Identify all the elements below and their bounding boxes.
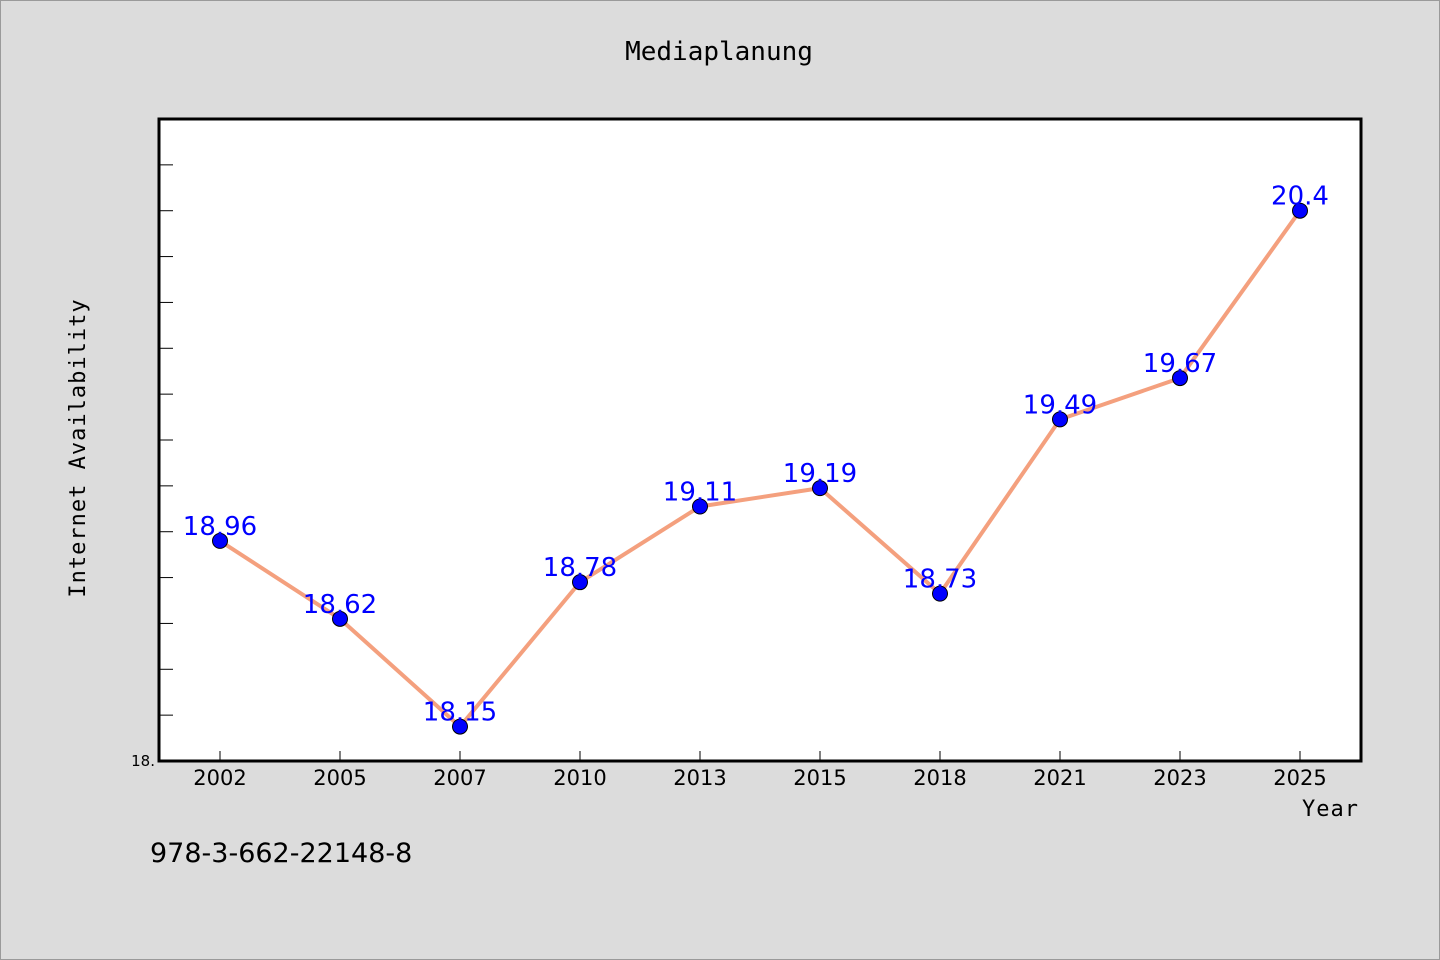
x-tick-label: 2002 <box>193 766 246 790</box>
x-tick-label: 2018 <box>913 766 966 790</box>
y-tick-label: 18. <box>131 752 155 770</box>
data-point <box>812 480 828 497</box>
data-label: 19.11 <box>663 477 737 507</box>
data-point <box>572 574 588 591</box>
data-point <box>1172 370 1188 387</box>
data-label: 19.49 <box>1023 390 1097 420</box>
plot-border <box>157 117 1363 763</box>
data-point <box>932 585 948 602</box>
data-label: 18.78 <box>543 553 617 583</box>
data-labels-layer: 18.96 18.62 18.15 18.78 19.11 19.19 18.73 19.49… <box>183 182 1329 728</box>
data-point <box>332 610 348 627</box>
data-label: 18.62 <box>303 590 377 620</box>
x-tick-label: 2005 <box>313 766 366 790</box>
data-label: 19.19 <box>783 459 857 489</box>
x-tick-label: 2007 <box>433 766 486 790</box>
series-line <box>218 209 1302 729</box>
x-tick-label: 2023 <box>1153 766 1206 790</box>
data-label: 18.15 <box>423 698 497 728</box>
x-tick-label: 2015 <box>793 766 846 790</box>
data-label: 20.4 <box>1271 182 1329 212</box>
series-layer <box>212 202 1308 735</box>
data-point <box>452 718 468 735</box>
x-axis-label: Year <box>1302 797 1359 822</box>
y-axis-label: Internet Availability <box>66 298 91 597</box>
data-point <box>212 532 228 549</box>
data-point <box>692 498 708 515</box>
data-point <box>1292 202 1308 219</box>
data-label: 19.67 <box>1143 349 1217 379</box>
x-tick-label: 2013 <box>673 766 726 790</box>
isbn-text: 978-3-662-22148-8 <box>150 838 412 869</box>
x-tick-label: 2021 <box>1033 766 1086 790</box>
x-tick-label: 2025 <box>1273 766 1326 790</box>
chart-title: Mediaplanung <box>625 37 813 67</box>
data-label: 18.73 <box>903 565 977 595</box>
plot-area <box>159 119 1361 761</box>
data-label: 18.96 <box>183 512 257 542</box>
data-point <box>1052 411 1068 428</box>
x-tick-label: 2010 <box>553 766 606 790</box>
x-axis-ticks: 2002 2005 2007 2010 2013 2015 2018 2021 2023 2025 <box>193 751 1327 790</box>
